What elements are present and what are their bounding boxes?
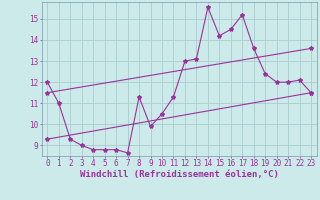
X-axis label: Windchill (Refroidissement éolien,°C): Windchill (Refroidissement éolien,°C) (80, 170, 279, 179)
